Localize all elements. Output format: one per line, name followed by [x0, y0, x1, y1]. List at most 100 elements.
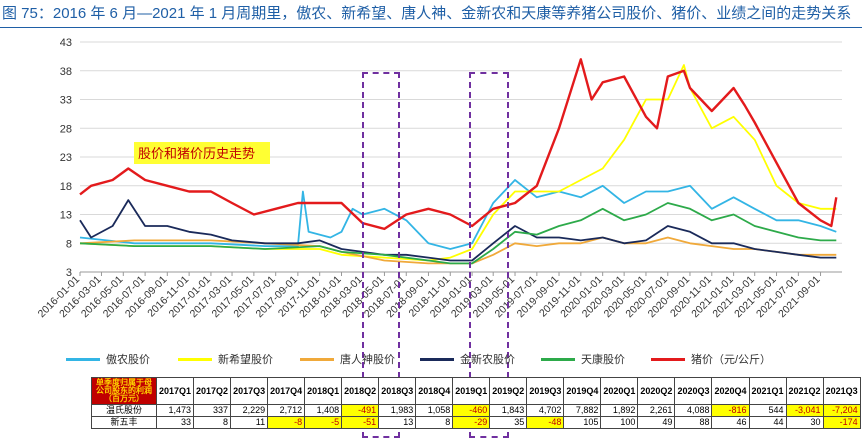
- table-column-header: 2021Q2: [785, 377, 824, 405]
- legend-label: 金新农股价: [460, 354, 515, 366]
- table-cell: 2,261: [637, 404, 676, 417]
- table-column-header: 2017Q2: [193, 377, 232, 405]
- table-cell: 1,892: [600, 404, 639, 417]
- table-cell: 544: [748, 404, 787, 417]
- profit-table: 单季度归属于母公司股东的利润（百万元） 2017Q1 2017Q2 2017Q3 201…: [91, 377, 861, 429]
- y-tick-label: 23: [60, 152, 72, 164]
- table-column-header: 2017Q1: [155, 377, 195, 405]
- y-tick-label: 18: [60, 181, 72, 193]
- table-cell: 7,882: [563, 404, 602, 417]
- legend-swatch: [178, 357, 212, 361]
- series-line-4: [79, 202, 837, 265]
- table-cell: 337: [193, 404, 232, 417]
- series-line-5: [79, 58, 838, 231]
- y-tick-label: 13: [60, 210, 72, 222]
- chart-annotation: 股价和猪价历史走势: [138, 146, 255, 161]
- legend-swatch: [541, 357, 575, 361]
- table-cell: -816: [711, 404, 750, 417]
- legend-item: 唐人神股价: [300, 351, 395, 367]
- table-cell: 1,408: [304, 404, 343, 417]
- legend-item: 猪价（元/公斤）: [651, 351, 771, 367]
- legend-item: 新希望股价: [178, 351, 273, 367]
- table-column-header: 2017Q3: [230, 377, 269, 405]
- table-cell: 4,702: [526, 404, 565, 417]
- table-column-header: 2020Q3: [674, 377, 713, 405]
- table-column-header: 2020Q1: [600, 377, 639, 405]
- table-cell: 30: [785, 416, 824, 429]
- table-cell: -7,204: [822, 404, 861, 417]
- table-cell: 46: [711, 416, 750, 429]
- legend-swatch: [420, 357, 454, 361]
- table-cell: 1,843: [489, 404, 528, 417]
- series-line-0: [79, 179, 837, 250]
- legend-label: 天康股价: [581, 354, 625, 366]
- table-column-header: 2018Q3: [378, 377, 417, 405]
- series-lines: [79, 58, 838, 265]
- table-column-header: 2020Q2: [637, 377, 676, 405]
- legend-label: 唐人神股价: [340, 354, 395, 366]
- table-cell: -51: [341, 416, 380, 429]
- legend-swatch: [651, 357, 685, 361]
- series-line-2: [79, 236, 837, 265]
- table-column-header: 2019Q4: [563, 377, 602, 405]
- table-header-row: 单季度归属于母公司股东的利润（百万元） 2017Q1 2017Q2 2017Q3 201…: [91, 377, 861, 405]
- table-row: 温氏股份 1,473 337 2,229 2,712 1,408 -491 1,983 1,05…: [91, 404, 861, 417]
- table-column-header: 2018Q1: [304, 377, 343, 405]
- legend-item: 傲农股价: [66, 351, 150, 367]
- table-column-header: 2017Q4: [267, 377, 306, 405]
- legend-item: 金新农股价: [420, 351, 515, 367]
- table-cell: 13: [378, 416, 417, 429]
- table-column-header: 2019Q2: [489, 377, 528, 405]
- y-tick-label: 43: [60, 37, 72, 49]
- legend-label: 傲农股价: [106, 354, 150, 366]
- table-cell: 1,983: [378, 404, 417, 417]
- table-cell: 8: [193, 416, 232, 429]
- table-cell: 88: [674, 416, 713, 429]
- table-cell: 49: [637, 416, 676, 429]
- table-cell: 2,712: [267, 404, 306, 417]
- chart-legend: 傲农股价 新希望股价 唐人神股价 金新农股价 天康股价 猪价（元/公斤）: [0, 351, 862, 369]
- table-column-header: 2020Q4: [711, 377, 750, 405]
- table-cell: 2,229: [230, 404, 269, 417]
- table-cell: 11: [230, 416, 269, 429]
- table-column-header: 2019Q3: [526, 377, 565, 405]
- table-column-header: 2018Q4: [415, 377, 454, 405]
- title-rule: [0, 27, 862, 28]
- series-line-1: [79, 64, 837, 262]
- y-tick-label: 3: [66, 267, 72, 279]
- table-column-header: 2019Q1: [452, 377, 491, 405]
- table-column-header: 2021Q1: [748, 377, 787, 405]
- table-cell: -460: [452, 404, 491, 417]
- table-cell: 33: [155, 416, 195, 429]
- y-tick-label: 38: [60, 66, 72, 78]
- table-cell: 44: [748, 416, 787, 429]
- figure-title: 图 75：2016 年 6 月—2021 年 1 月周期里，傲农、新希望、唐人神…: [2, 5, 852, 22]
- legend-swatch: [66, 357, 100, 361]
- table-cell: -8: [267, 416, 306, 429]
- y-tick-label: 33: [60, 95, 72, 107]
- legend-swatch: [300, 357, 334, 361]
- table-cell: 1,058: [415, 404, 454, 417]
- table-cell: 35: [489, 416, 528, 429]
- legend-label: 猪价（元/公斤）: [691, 354, 772, 366]
- table-cell: 4,088: [674, 404, 713, 417]
- table-cell: -174: [822, 416, 861, 429]
- table-corner-header: 单季度归属于母公司股东的利润（百万元）: [91, 377, 157, 405]
- table-cell: -491: [341, 404, 380, 417]
- table-cell: -48: [526, 416, 565, 429]
- table-column-header: 2018Q2: [341, 377, 380, 405]
- table-cell: -5: [304, 416, 343, 429]
- table-cell: 1,473: [155, 404, 195, 417]
- legend-label: 新希望股价: [218, 354, 273, 366]
- legend-item: 天康股价: [541, 351, 625, 367]
- annotation-box: [134, 142, 270, 164]
- table-row: 新五丰 33 8 11 -8 -5 -51 13 8 -29 35 -48 105 100 49 88 46 44…: [91, 416, 861, 429]
- table-cell: -3,041: [785, 404, 824, 417]
- table-cell: 8: [415, 416, 454, 429]
- series-line-3: [79, 199, 837, 262]
- x-axis-ticks: 2016-01-012016-03-012016-05-012016-07-01…: [36, 272, 823, 320]
- y-tick-label: 8: [66, 238, 72, 250]
- table-row-name: 新五丰: [91, 416, 157, 429]
